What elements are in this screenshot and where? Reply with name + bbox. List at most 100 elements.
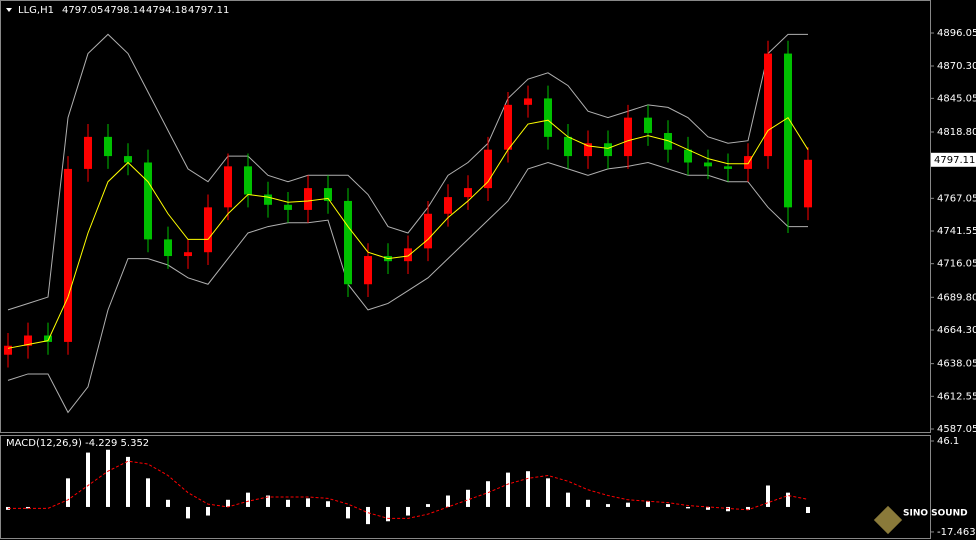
macd-bar [746,506,750,510]
macd-bar [406,506,410,516]
candle-body [24,335,32,346]
candle-body [504,104,512,150]
candle-body [4,345,12,355]
macd-bar [286,499,290,507]
candle-body [364,256,372,285]
header-value: 4797.05 [62,5,103,16]
candle-body [564,136,572,157]
candle-body [64,168,72,342]
macd-bar [666,504,670,507]
candle-body [784,53,792,208]
y-tick-label: 4689.80 [937,292,976,303]
logo: SINO SOUND [903,509,968,519]
candle-body [444,197,452,214]
y-tick-label: 4767.05 [937,193,976,204]
y-tick-label: 4587.05 [937,424,976,435]
candle-body [464,188,472,198]
candle-body [484,149,492,189]
macd-bar [166,499,170,507]
candle-body [624,117,632,157]
y-tick-label: 46.1 [937,436,959,447]
header-value: 4798.14 [104,5,145,16]
y-tick-label: 4716.05 [937,259,976,270]
y-tick-label: 4870.30 [937,61,976,72]
candle-body [644,117,652,134]
header-value: 4794.18 [146,5,187,16]
candle-body [804,159,812,208]
candle-body [744,156,752,169]
macd-bar [106,449,110,507]
macd-bar [766,485,770,507]
macd-bar [526,471,530,507]
macd-bar [146,478,150,507]
y-tick-label: 4664.30 [937,325,976,336]
macd-bar [586,499,590,507]
macd-bar [206,506,210,516]
macd-bar [626,502,630,507]
candle-body [324,188,332,201]
candle-body [724,166,732,169]
header-value: 4797.11 [188,5,229,16]
candle-body [264,194,272,205]
y-tick-label: 4612.55 [937,391,976,402]
price-marker [931,152,976,167]
macd-bar [226,499,230,507]
candle-body [224,166,232,208]
macd-bar [426,504,430,507]
candle-body [184,252,192,257]
macd-bar [806,506,810,514]
y-tick-label: 4741.55 [937,226,976,237]
candle-body [524,98,532,105]
macd-frame [0,435,931,539]
macd-bar [366,506,370,525]
macd-bar [66,478,70,507]
candle-body [84,136,92,169]
macd-bar [186,506,190,519]
candle-body [604,143,612,157]
band-upper [7,33,808,311]
y-tick-label: 4896.05 [937,28,976,39]
macd-bar [486,481,490,507]
macd-signal [8,460,809,519]
candle-body [424,213,432,249]
macd-bar [326,501,330,507]
macd-bar [26,506,30,509]
macd-bar [446,495,450,507]
candle-body [144,162,152,240]
candle-body [304,188,312,210]
moving-average [7,116,809,349]
y-tick-label: -17.463 [937,527,976,538]
macd-bar [506,472,510,507]
candle-body [704,162,712,167]
macd-bar [786,492,790,507]
candle-body [44,335,52,342]
symbol: LLG,H1 [18,5,54,16]
candle-body [164,239,172,257]
band-lower [7,161,808,414]
y-tick-label: 4845.05 [937,93,976,104]
candle-body [204,207,212,253]
macd-bar [686,506,690,509]
macd-bar [86,452,90,507]
candle-body [544,98,552,137]
main-frame [0,0,931,433]
candle-body [584,143,592,157]
y-tick-label: 4638.05 [937,359,976,370]
macd-bar [306,498,310,507]
macd-bar [566,492,570,507]
candle-body [344,200,352,285]
macd-title: MACD(12,26,9) -4.229 5.352 [6,438,149,449]
candle-body [664,133,672,150]
macd-bar [546,478,550,507]
macd-bar [706,506,710,510]
macd-bar [346,506,350,519]
macd-bar [726,506,730,512]
macd-bar [246,492,250,507]
logo-icon [873,505,903,535]
candle-body [684,149,692,163]
macd-bar [646,501,650,507]
candle-body [404,248,412,262]
